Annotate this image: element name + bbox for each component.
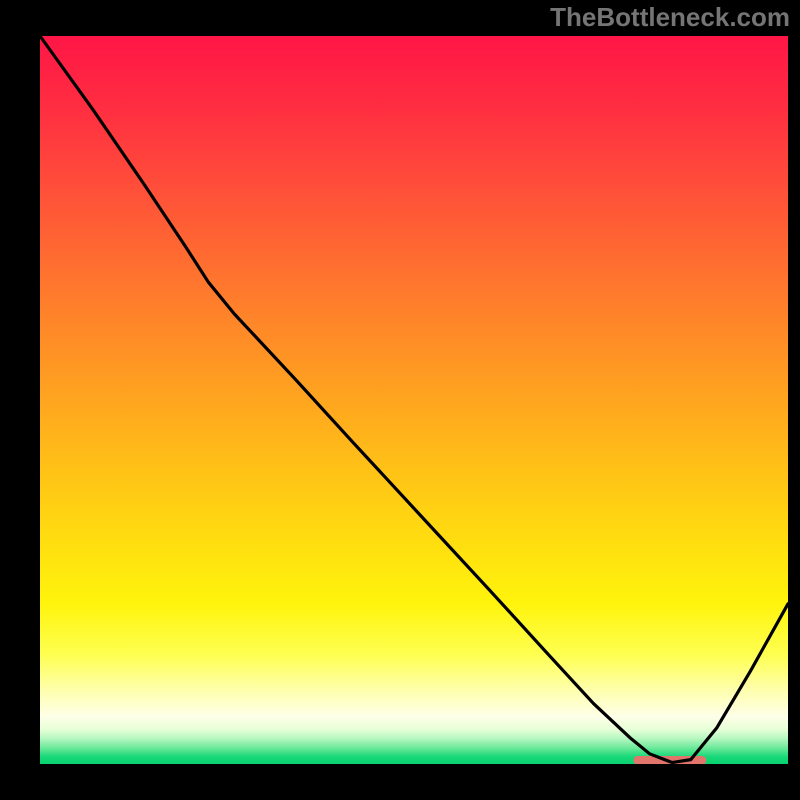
watermark-text: TheBottleneck.com xyxy=(550,2,790,33)
frame-bottom xyxy=(0,764,800,800)
frame-left xyxy=(0,0,40,800)
bottleneck-chart xyxy=(0,0,800,800)
frame-right xyxy=(788,0,800,800)
gradient-fill xyxy=(40,36,788,764)
